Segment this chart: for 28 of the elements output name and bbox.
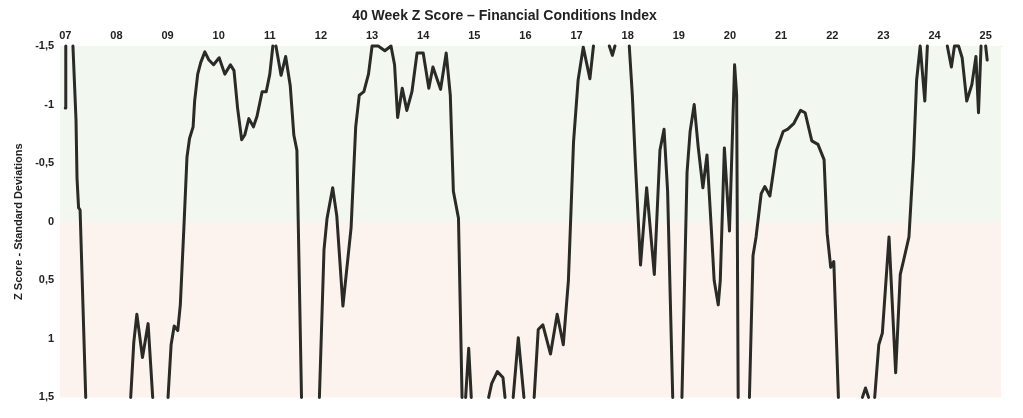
x-tick-label: 13 [365, 29, 379, 42]
y-tick-label: 1,5 [38, 390, 55, 403]
x-tick-label: 08 [110, 29, 123, 42]
x-tick-label: 19 [672, 29, 685, 42]
y-tick-label: -0,5 [35, 156, 55, 169]
x-tick-label: 15 [468, 29, 481, 42]
y-axis-title: Z Score - Standard Deviations [11, 143, 24, 300]
y-tick-label: 0 [48, 214, 55, 227]
y-tick-label: 0,5 [38, 273, 55, 286]
x-tick-label: 18 [621, 29, 634, 42]
chart-title: 40 Week Z Score – Financial Conditions Index [352, 7, 658, 24]
x-tick-label: 23 [877, 29, 890, 42]
x-tick-label: 14 [417, 29, 431, 42]
y-tick-label: -1 [44, 97, 55, 110]
x-tick-label: 21 [775, 29, 788, 42]
x-tick-label: 12 [314, 29, 328, 42]
x-tick-label: 25 [979, 29, 992, 42]
x-tick-label: 24 [928, 29, 942, 42]
x-tick-label: 11 [263, 29, 276, 42]
x-tick-label: 10 [212, 29, 225, 42]
y-tick-label: 1 [48, 331, 55, 344]
x-tick-label: 16 [519, 29, 532, 42]
x-tick-label: 20 [723, 29, 737, 42]
x-tick-label: 09 [161, 29, 174, 42]
y-tick-label: -1,5 [35, 39, 55, 52]
x-tick-label: 22 [826, 29, 839, 42]
x-tick-label: 17 [570, 29, 583, 42]
x-tick-label: 07 [59, 29, 72, 42]
